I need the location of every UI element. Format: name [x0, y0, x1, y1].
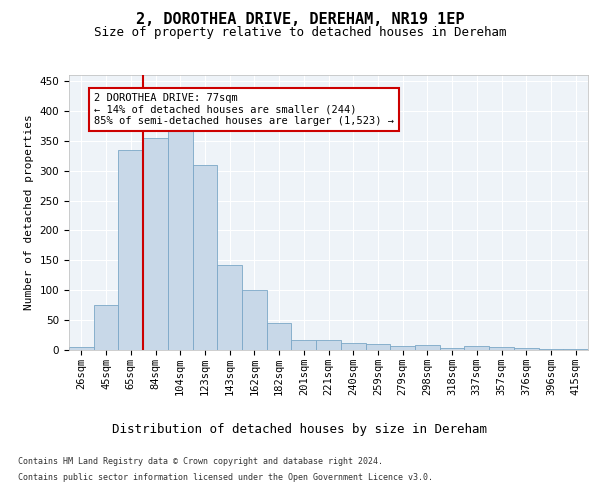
- Bar: [440, 348, 464, 350]
- Bar: [69, 347, 94, 350]
- Text: Contains public sector information licensed under the Open Government Licence v3: Contains public sector information licen…: [18, 472, 433, 482]
- Bar: [168, 129, 193, 350]
- Bar: [415, 345, 440, 350]
- Bar: [390, 346, 415, 350]
- Bar: [94, 305, 118, 350]
- Bar: [514, 348, 539, 350]
- Bar: [143, 138, 168, 350]
- Text: Distribution of detached houses by size in Dereham: Distribution of detached houses by size …: [113, 422, 487, 436]
- Bar: [464, 346, 489, 350]
- Bar: [217, 264, 242, 350]
- Text: Size of property relative to detached houses in Dereham: Size of property relative to detached ho…: [94, 26, 506, 39]
- Text: 2, DOROTHEA DRIVE, DEREHAM, NR19 1EP: 2, DOROTHEA DRIVE, DEREHAM, NR19 1EP: [136, 12, 464, 28]
- Bar: [489, 347, 514, 350]
- Bar: [365, 344, 390, 350]
- Text: Contains HM Land Registry data © Crown copyright and database right 2024.: Contains HM Land Registry data © Crown c…: [18, 458, 383, 466]
- Bar: [341, 344, 365, 350]
- Bar: [267, 322, 292, 350]
- Bar: [316, 340, 341, 350]
- Y-axis label: Number of detached properties: Number of detached properties: [24, 114, 34, 310]
- Bar: [193, 164, 217, 350]
- Bar: [242, 290, 267, 350]
- Bar: [118, 150, 143, 350]
- Bar: [292, 340, 316, 350]
- Text: 2 DOROTHEA DRIVE: 77sqm
← 14% of detached houses are smaller (244)
85% of semi-d: 2 DOROTHEA DRIVE: 77sqm ← 14% of detache…: [94, 93, 394, 126]
- Bar: [563, 349, 588, 350]
